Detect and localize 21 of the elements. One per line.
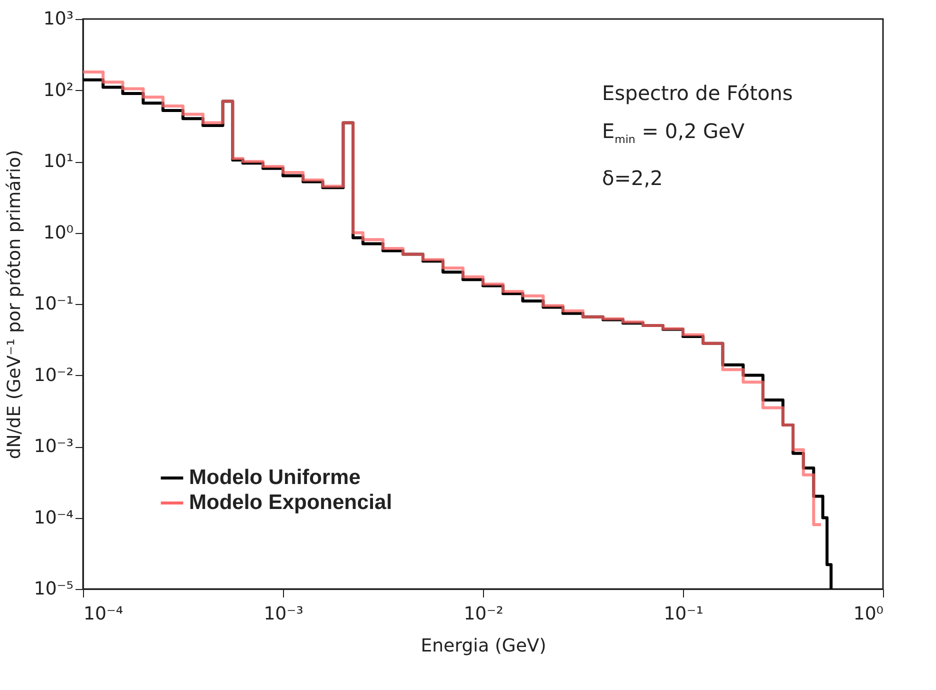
y-tick-label: 10² [43,80,74,101]
annotation: Espectro de Fótons [602,80,793,107]
y-tick-label: 10¹ [43,151,74,172]
y-tick-label: 10⁻⁴ [34,507,74,528]
x-tick-label: 10⁻⁴ [84,604,124,624]
y-tick-label: 10⁻³ [34,436,74,457]
legend-label: Modelo Uniforme [189,466,360,489]
annotation: δ=2,2 [602,165,664,192]
y-tick-label: 10⁰ [43,222,74,244]
y-tick-label: 10⁻⁵ [34,578,74,600]
x-tick-label: 10⁻¹ [664,604,704,624]
y-tick-label: 10⁻² [34,364,74,386]
x-tick-label: 10⁻² [464,604,504,624]
x-tick-label: 10⁰ [853,604,884,624]
y-axis-title: dN/dE (GeV⁻¹ por próton primário) [4,150,25,460]
x-axis-title: Energia (GeV) [420,636,546,656]
annotation: E$_{min}$ = 0,2 GeV [602,118,746,148]
y-tick-label: 10³ [43,8,74,30]
y-tick-label: 10⁻¹ [34,294,74,314]
x-tick-label: 10⁻³ [264,604,304,624]
legend-label: Modelo Exponencial [189,491,392,514]
